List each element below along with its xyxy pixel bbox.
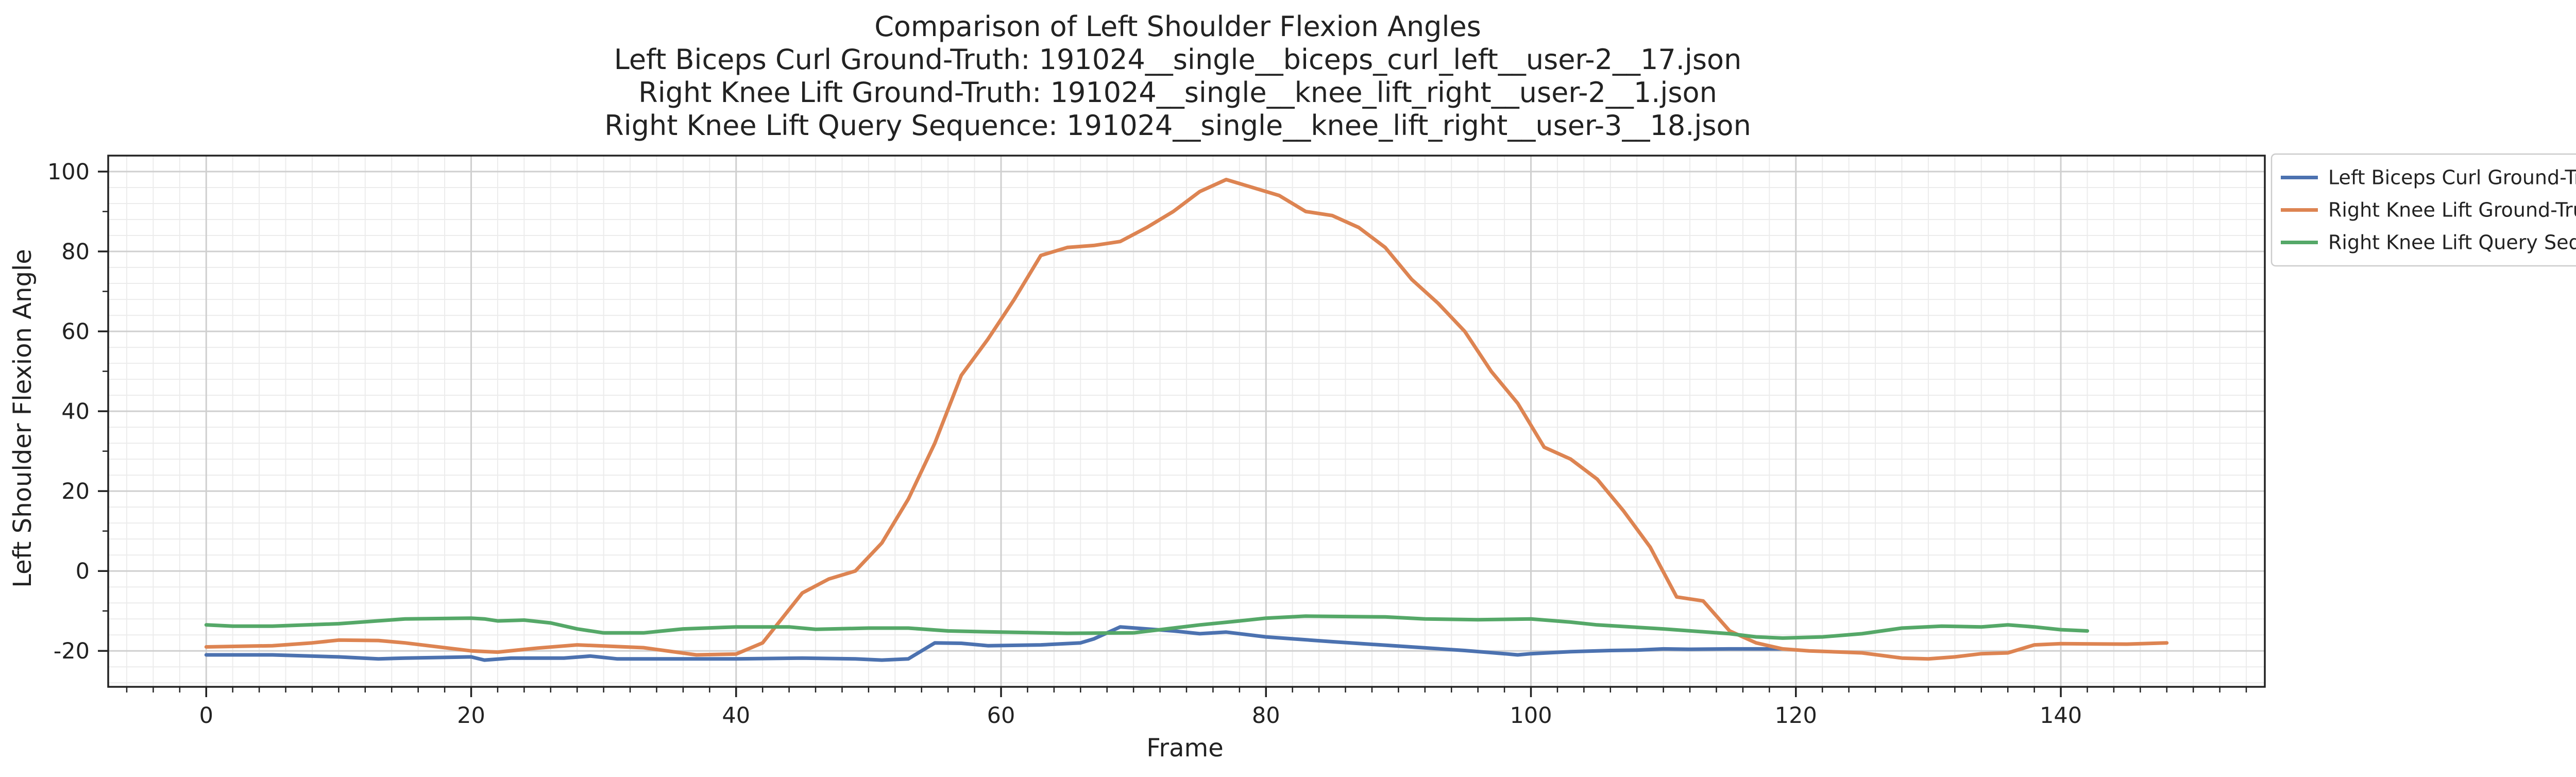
legend-label-3: Right Knee Lift Query Sequence (2328, 231, 2576, 254)
y-tick-label: 80 (61, 239, 90, 265)
series-line-2 (204, 178, 2169, 661)
x-tick-label: 0 (199, 703, 213, 729)
y-axis-label: Left Shoulder Flexion Angle (8, 249, 37, 588)
x-tick-label: 80 (1252, 703, 1280, 729)
series-line-3 (204, 614, 2089, 640)
x-tick-label: 20 (457, 703, 485, 729)
y-tick-label: 0 (76, 559, 90, 584)
chart-title-main: Comparison of Left Shoulder Flexion Angl… (874, 10, 1481, 43)
x-tick-label: 40 (722, 703, 750, 729)
y-tick-label: 100 (47, 159, 90, 185)
x-tick-label: 140 (2040, 703, 2082, 729)
series-line-1 (204, 625, 1785, 662)
legend-frame (2270, 153, 2576, 267)
y-tick-label: 60 (61, 319, 90, 345)
x-axis-label: Frame (1146, 734, 1224, 763)
legend-label-1: Left Biceps Curl Ground-Truth (2328, 166, 2576, 189)
x-tick-label: 100 (1510, 703, 1552, 729)
plot-area: 0 20 40 60 80 100 120 140 -20 0 20 40 60 80 100 (47, 155, 2266, 729)
chart-title: Comparison of Left Shoulder Flexion Angl… (604, 10, 1751, 142)
chart-subtitle-3: Right Knee Lift Query Sequence: 191024__… (604, 109, 1751, 142)
chart-subtitle-2: Right Knee Lift Ground-Truth: 191024__si… (638, 76, 1717, 109)
legend: Left Biceps Curl Ground-Truth Right Knee … (2270, 153, 2576, 267)
y-tick-label: 20 (61, 479, 90, 504)
legend-label-2: Right Knee Lift Ground-Truth (2328, 199, 2576, 222)
x-tick-label: 120 (1775, 703, 1817, 729)
y-tick-label: -20 (54, 638, 90, 664)
y-tick-label: 40 (61, 399, 90, 425)
x-tick-label: 60 (987, 703, 1015, 729)
chart-subtitle-1: Left Biceps Curl Ground-Truth: 191024__s… (614, 43, 1742, 76)
